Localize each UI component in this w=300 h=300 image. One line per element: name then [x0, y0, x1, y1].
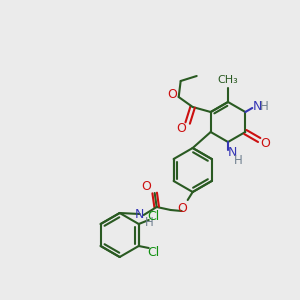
Text: O: O: [168, 88, 178, 100]
Text: N: N: [135, 208, 144, 220]
Text: O: O: [178, 202, 188, 215]
Text: Cl: Cl: [148, 209, 160, 223]
Text: H: H: [260, 100, 268, 113]
Text: Cl: Cl: [148, 245, 160, 259]
Text: CH₃: CH₃: [218, 75, 239, 85]
Text: H: H: [145, 217, 154, 230]
Text: O: O: [142, 181, 152, 194]
Text: N: N: [227, 146, 237, 160]
Text: N: N: [253, 100, 262, 113]
Text: O: O: [177, 122, 187, 134]
Text: O: O: [260, 137, 270, 150]
Text: H: H: [234, 154, 242, 166]
